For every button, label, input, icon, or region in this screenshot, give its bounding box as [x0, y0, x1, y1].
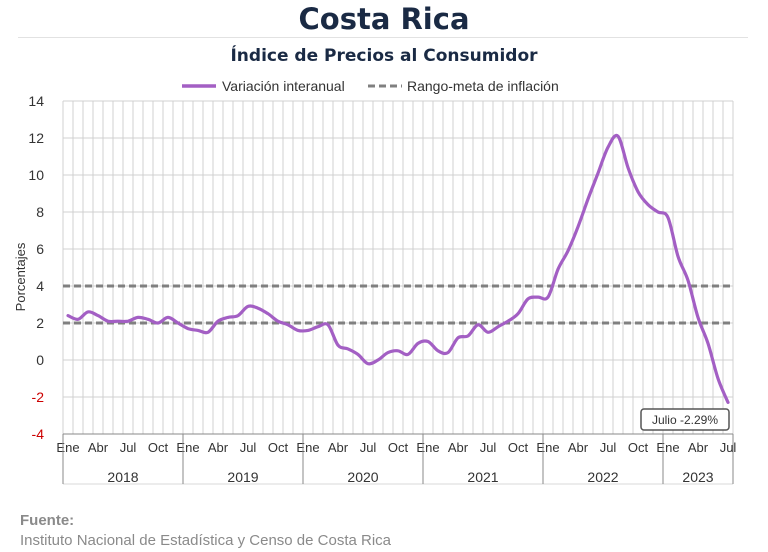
x-tick-label: Ene	[176, 440, 199, 455]
legend-label-variacion: Variación interanual	[222, 78, 345, 94]
series-line-variacion	[66, 133, 730, 404]
x-tick-label: Oct	[388, 440, 409, 455]
y-tick-label: 10	[28, 167, 44, 183]
x-tick-label: Abr	[448, 440, 469, 455]
y-tick-label: 14	[28, 93, 44, 109]
chart-subtitle: Índice de Precios al Consumidor	[230, 46, 538, 66]
x-year-label: 2018	[107, 469, 138, 485]
x-tick-label: Jul	[480, 440, 497, 455]
source-label: Fuente:	[20, 512, 75, 529]
x-tick-label: Ene	[56, 440, 79, 455]
title-divider	[18, 37, 748, 38]
source-text: Instituto Nacional de Estadística y Cens…	[20, 532, 392, 549]
x-tick-label: Jul	[600, 440, 617, 455]
x-tick-label: Ene	[416, 440, 439, 455]
legend-label-rango-meta: Rango-meta de inflación	[407, 78, 559, 94]
x-year-label: 2021	[467, 469, 498, 485]
y-axis-label: Porcentajes	[13, 242, 28, 311]
x-tick-label: Ene	[656, 440, 679, 455]
x-tick-label: Abr	[568, 440, 589, 455]
x-tick-label: Oct	[628, 440, 649, 455]
chart-title: Costa Rica	[298, 2, 470, 36]
x-year-label: 2019	[227, 469, 258, 485]
x-tick-label: Jul	[120, 440, 137, 455]
line-chart: Variación interanual Rango-meta de infla…	[13, 78, 737, 485]
x-tick-label: Jul	[360, 440, 377, 455]
y-tick-label: 12	[28, 130, 44, 146]
x-tick-label: Abr	[208, 440, 229, 455]
y-axis-ticks: -4 -2 0 2 4 6 8 10 12 14	[28, 93, 44, 442]
y-tick-label: 2	[36, 315, 44, 331]
annotation-box	[640, 408, 730, 431]
x-year-label: 2023	[682, 469, 713, 485]
y-tick-label: 6	[36, 241, 44, 257]
chart-grid	[62, 100, 734, 435]
annotation-text: Julio -2.29%	[652, 413, 718, 427]
chart-legend: Variación interanual Rango-meta de infla…	[182, 78, 559, 94]
y-tick-label: 4	[36, 278, 44, 294]
x-tick-label: Oct	[148, 440, 169, 455]
y-tick-label: 0	[36, 352, 44, 368]
x-tick-label: Oct	[268, 440, 289, 455]
y-tick-label: -2	[32, 389, 45, 405]
x-year-label: 2020	[347, 469, 378, 485]
y-tick-label: 8	[36, 204, 44, 220]
x-year-label: 2022	[587, 469, 618, 485]
x-tick-label: Jul	[720, 440, 737, 455]
x-tick-label: Abr	[328, 440, 349, 455]
x-tick-label: Ene	[536, 440, 559, 455]
x-tick-label: Ene	[296, 440, 319, 455]
x-tick-label: Abr	[88, 440, 109, 455]
target-range-lines	[63, 284, 733, 325]
x-tick-label: Jul	[240, 440, 257, 455]
x-axis: Ene Abr Jul Oct 2018 Ene Abr Jul Oct 2019 Ene Abr Ju…	[56, 433, 737, 485]
value-annotation: Julio -2.29%	[640, 408, 730, 431]
y-tick-label: -4	[32, 426, 45, 442]
x-tick-label: Abr	[688, 440, 709, 455]
x-tick-label: Oct	[508, 440, 529, 455]
